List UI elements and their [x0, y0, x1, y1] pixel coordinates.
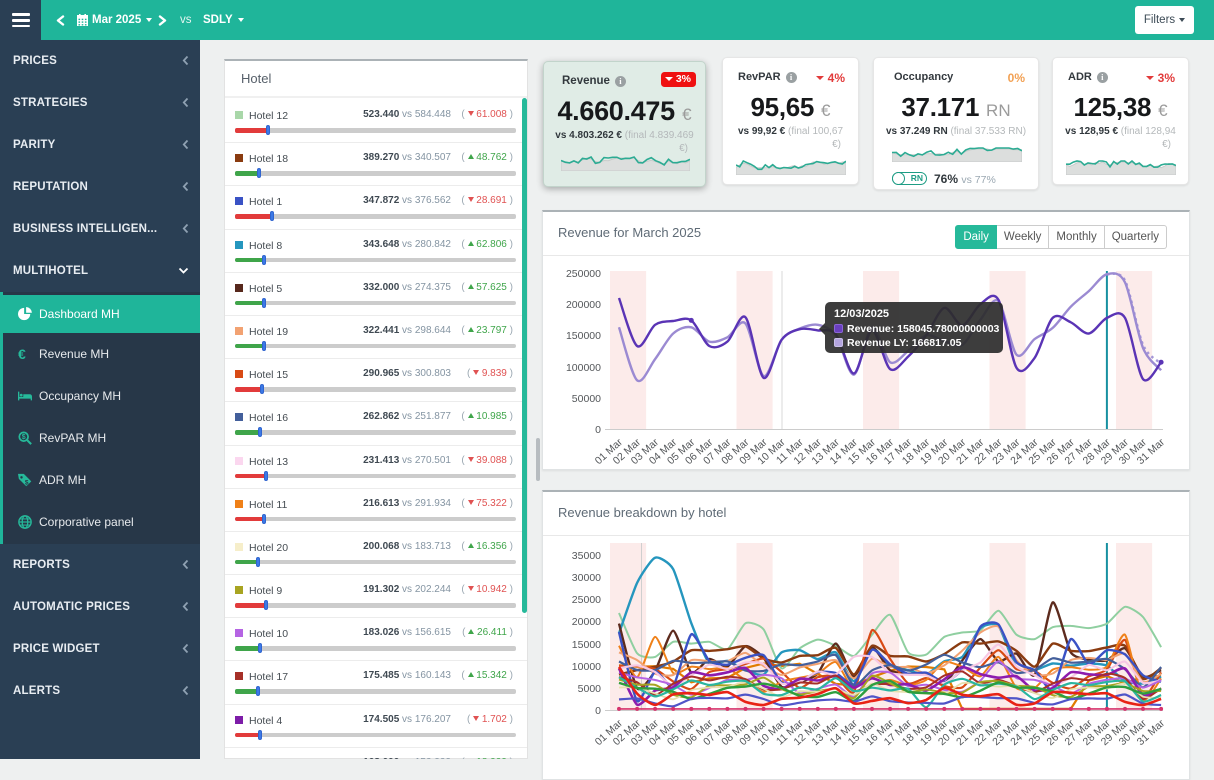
svg-text:20000: 20000: [572, 616, 601, 628]
svg-text:35000: 35000: [572, 550, 601, 562]
svg-text:$: $: [22, 434, 26, 441]
svg-text:100000: 100000: [566, 362, 601, 374]
svg-text:25000: 25000: [572, 594, 601, 606]
svg-text:0: 0: [595, 424, 601, 436]
svg-text:15000: 15000: [572, 639, 601, 651]
svg-text:250000: 250000: [566, 268, 601, 280]
svg-text:50000: 50000: [572, 393, 601, 405]
svg-text:30000: 30000: [572, 572, 601, 584]
svg-text:200000: 200000: [566, 299, 601, 311]
svg-text:150000: 150000: [566, 330, 601, 342]
svg-text:5000: 5000: [578, 683, 602, 695]
svg-text:$: $: [25, 480, 29, 487]
svg-text:0: 0: [595, 705, 601, 717]
svg-text:10000: 10000: [572, 661, 601, 673]
